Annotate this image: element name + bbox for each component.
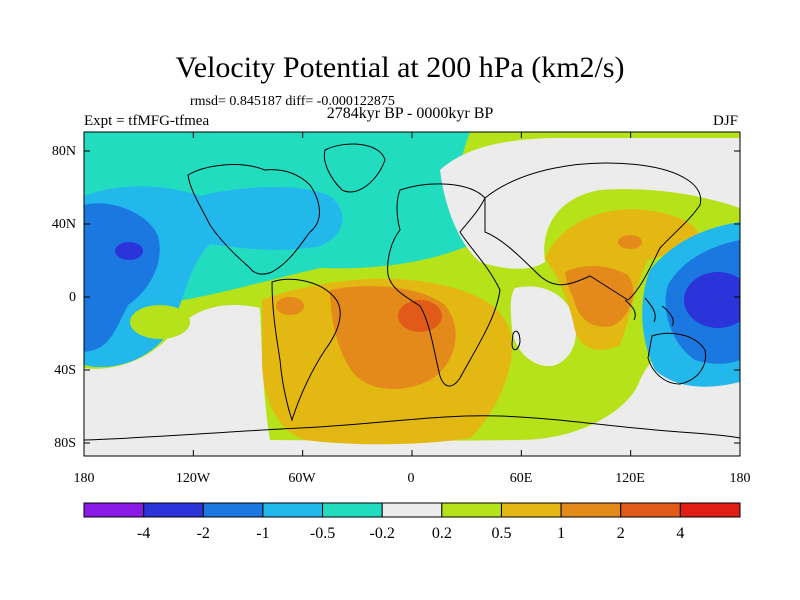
positive-blob-pacific [130,305,190,339]
colorbar-swatch [679,502,741,518]
map-title: Velocity Potential at 200 hPa (km2/s) [175,51,625,84]
colorbar [83,502,741,518]
period-label: 2784kyr BP - 0000kyr BP [326,105,494,122]
season-label: DJF [712,113,738,129]
coastlines [84,143,740,441]
colorbar-swatch [83,502,145,518]
negative-region-pacific-inner [84,203,160,352]
colorbar-swatch [620,502,681,518]
coast-europe-africa [387,183,501,387]
colorbar-labels: -4 -2 -1 -0.5 -0.2 0.2 0.5 1 2 4 [137,525,684,542]
contour-field [84,132,740,456]
colorbar-label: 0.2 [432,525,452,542]
lon-tick-label: 180 [74,471,95,486]
colorbar-label: -1 [256,525,269,542]
coast-greenland [323,143,386,193]
lat-tick-label: 80N [52,144,76,159]
experiment-label: Expt = tfMFG-tfmea [84,113,210,129]
colorbar-label: 1 [557,525,565,542]
lon-tick-label: 60W [288,471,316,486]
positive-blob-south-america [276,297,304,315]
coast-madagascar [511,330,521,351]
lat-axis: 80N 40N 0 40S 80S [52,144,740,451]
lon-tick-label: 120E [615,471,645,486]
coast-antarctica [84,415,740,441]
colorbar-swatch [500,502,562,518]
colorbar-swatch [381,502,443,518]
colorbar-swatch [202,502,264,518]
positive-region-asia-inner [565,265,634,327]
colorbar-swatch [441,502,502,518]
colorbar-label: -0.5 [310,525,335,542]
coast-australia [647,332,707,385]
lon-axis: 180 120W 60W 0 60E 120E 180 [74,132,751,486]
coast-asia [484,162,702,301]
coast-maritime-continent [624,297,674,327]
colorbar-swatch [143,502,204,518]
lat-tick-label: 0 [69,290,76,305]
colorbar-label: -0.2 [370,525,395,542]
lat-tick-label: 80S [54,436,76,451]
positive-blob-china [618,235,642,249]
lat-tick-label: 40S [54,363,76,378]
lat-tick-label: 40N [52,217,76,232]
neutral-region-arctic [440,138,740,269]
neutral-region-indian [510,286,577,367]
negative-core-west-pacific [684,272,740,328]
colorbar-label: -4 [137,525,150,542]
colorbar-label: 0.5 [491,525,511,542]
lon-tick-label: 180 [730,471,751,486]
stats-label: rmsd= 0.845187 diff= -0.000122875 [190,94,395,109]
colorbar-swatch [262,502,324,518]
lon-tick-label: 120W [176,471,211,486]
coast-north-america [187,164,320,275]
colorbar-label: 2 [617,525,625,542]
colorbar-label: 4 [676,525,684,542]
colorbar-swatch [560,502,622,518]
lon-tick-label: 0 [408,471,415,486]
coast-south-america [271,278,341,422]
negative-core-pacific [115,242,143,260]
lon-tick-label: 60E [510,471,533,486]
positive-core-africa [398,300,442,332]
colorbar-label: -2 [197,525,210,542]
neutral-region-southeast-pacific [84,304,270,456]
colorbar-swatch [322,502,383,518]
